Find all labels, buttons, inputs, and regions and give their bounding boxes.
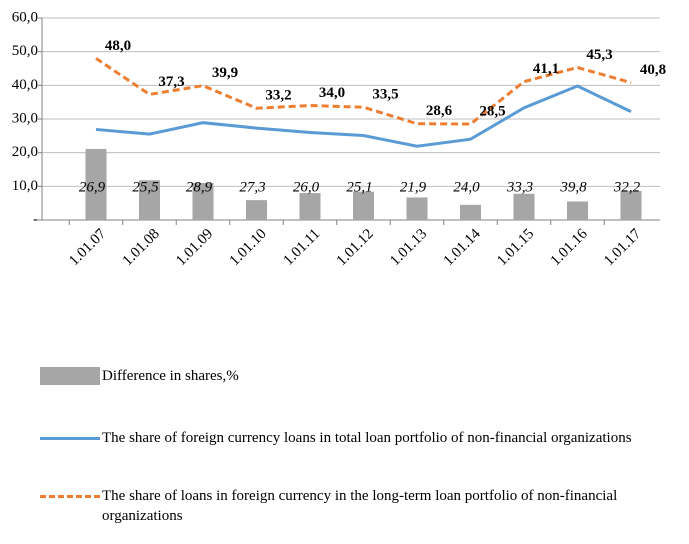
legend-entry: The share of loans in foreign currency i… bbox=[40, 486, 670, 526]
data-label: 32,2 bbox=[613, 179, 641, 195]
legend-label: The share of loans in foreign currency i… bbox=[102, 488, 618, 524]
bar bbox=[567, 201, 588, 220]
y-tick-label: 30,0 bbox=[12, 110, 38, 126]
y-tick-label: 10,0 bbox=[12, 178, 38, 194]
x-tick-group: 1.01.12 bbox=[334, 226, 377, 269]
y-tick-label: 50,0 bbox=[12, 43, 38, 59]
data-label: 41,1 bbox=[533, 61, 559, 77]
data-label: 26,0 bbox=[293, 179, 320, 195]
x-tick-label: 1.01.13 bbox=[387, 226, 430, 269]
data-label: 37,3 bbox=[158, 74, 184, 90]
data-label: 24,0 bbox=[453, 179, 480, 195]
legend-swatch bbox=[40, 428, 100, 448]
x-tick-label: 1.01.15 bbox=[494, 226, 537, 269]
legend-entry: Difference in shares,% bbox=[40, 366, 670, 386]
bar bbox=[406, 197, 428, 220]
data-label: 28,9 bbox=[186, 179, 213, 195]
x-tick-group: 1.01.14 bbox=[441, 226, 484, 269]
data-label: 34,0 bbox=[319, 85, 345, 101]
bar bbox=[246, 200, 267, 220]
x-tick-group: 1.01.17 bbox=[601, 226, 644, 269]
data-label: 33,3 bbox=[506, 179, 533, 195]
x-tick-group: 1.01.16 bbox=[548, 226, 591, 269]
data-label: 39,8 bbox=[559, 179, 587, 195]
bar bbox=[85, 148, 107, 220]
bar bbox=[139, 180, 160, 220]
bar bbox=[353, 191, 374, 220]
data-label: 33,2 bbox=[265, 88, 291, 104]
x-tick-group: 1.01.11 bbox=[281, 226, 324, 269]
x-tick-label: 1.01.17 bbox=[601, 226, 644, 269]
bar bbox=[620, 191, 642, 220]
x-tick-label: 1.01.14 bbox=[441, 226, 484, 269]
bar bbox=[299, 193, 321, 220]
data-label: 27,3 bbox=[239, 179, 265, 195]
data-label: 25,1 bbox=[346, 179, 372, 195]
data-label: 45,3 bbox=[586, 47, 612, 63]
x-tick-label: 1.01.10 bbox=[227, 226, 270, 269]
x-tick-group: 1.01.10 bbox=[227, 226, 270, 269]
bar bbox=[513, 193, 535, 220]
data-label: 39,9 bbox=[212, 65, 238, 81]
legend-label: Difference in shares,% bbox=[102, 368, 239, 384]
legend-label: The share of foreign currency loans in t… bbox=[102, 430, 632, 446]
x-tick-group: 1.01.09 bbox=[173, 226, 216, 269]
chart: -10,020,030,040,050,060,01.01.07 1.01.08 1… bbox=[12, 9, 666, 269]
bar bbox=[460, 204, 481, 220]
x-tick-group: 1.01.07 bbox=[66, 226, 109, 269]
line bbox=[95, 57, 632, 126]
x-tick-label: 1.01.09 bbox=[173, 226, 216, 269]
data-label: 28,6 bbox=[426, 103, 453, 119]
x-tick-group: 1.01.15 bbox=[494, 226, 537, 269]
x-tick-label: 1.01.11 bbox=[281, 226, 324, 269]
y-tick-label: 60,0 bbox=[12, 9, 38, 25]
data-label: 40,8 bbox=[640, 62, 666, 78]
data-label: 25,5 bbox=[132, 179, 159, 195]
y-tick-label: 20,0 bbox=[12, 144, 38, 160]
x-tick-group: 1.01.08 bbox=[120, 226, 163, 269]
x-tick-group: 1.01.13 bbox=[387, 226, 430, 269]
bar bbox=[192, 182, 214, 220]
data-label: 26,9 bbox=[79, 179, 106, 195]
x-tick-label: 1.01.12 bbox=[334, 226, 377, 269]
y-tick-label: - bbox=[33, 211, 38, 227]
line bbox=[95, 84, 632, 148]
data-label: 33,5 bbox=[372, 87, 398, 103]
data-label: 28,5 bbox=[479, 103, 505, 119]
legend-swatch bbox=[40, 486, 100, 506]
data-label: 48,0 bbox=[105, 38, 131, 54]
x-tick-label: 1.01.07 bbox=[66, 226, 109, 269]
data-label: 21,9 bbox=[400, 179, 427, 195]
y-tick-label: 40,0 bbox=[12, 77, 38, 93]
legend-swatch bbox=[40, 366, 100, 386]
x-tick-label: 1.01.16 bbox=[548, 226, 591, 269]
legend-entry: The share of foreign currency loans in t… bbox=[40, 428, 670, 448]
x-tick-label: 1.01.08 bbox=[120, 226, 163, 269]
